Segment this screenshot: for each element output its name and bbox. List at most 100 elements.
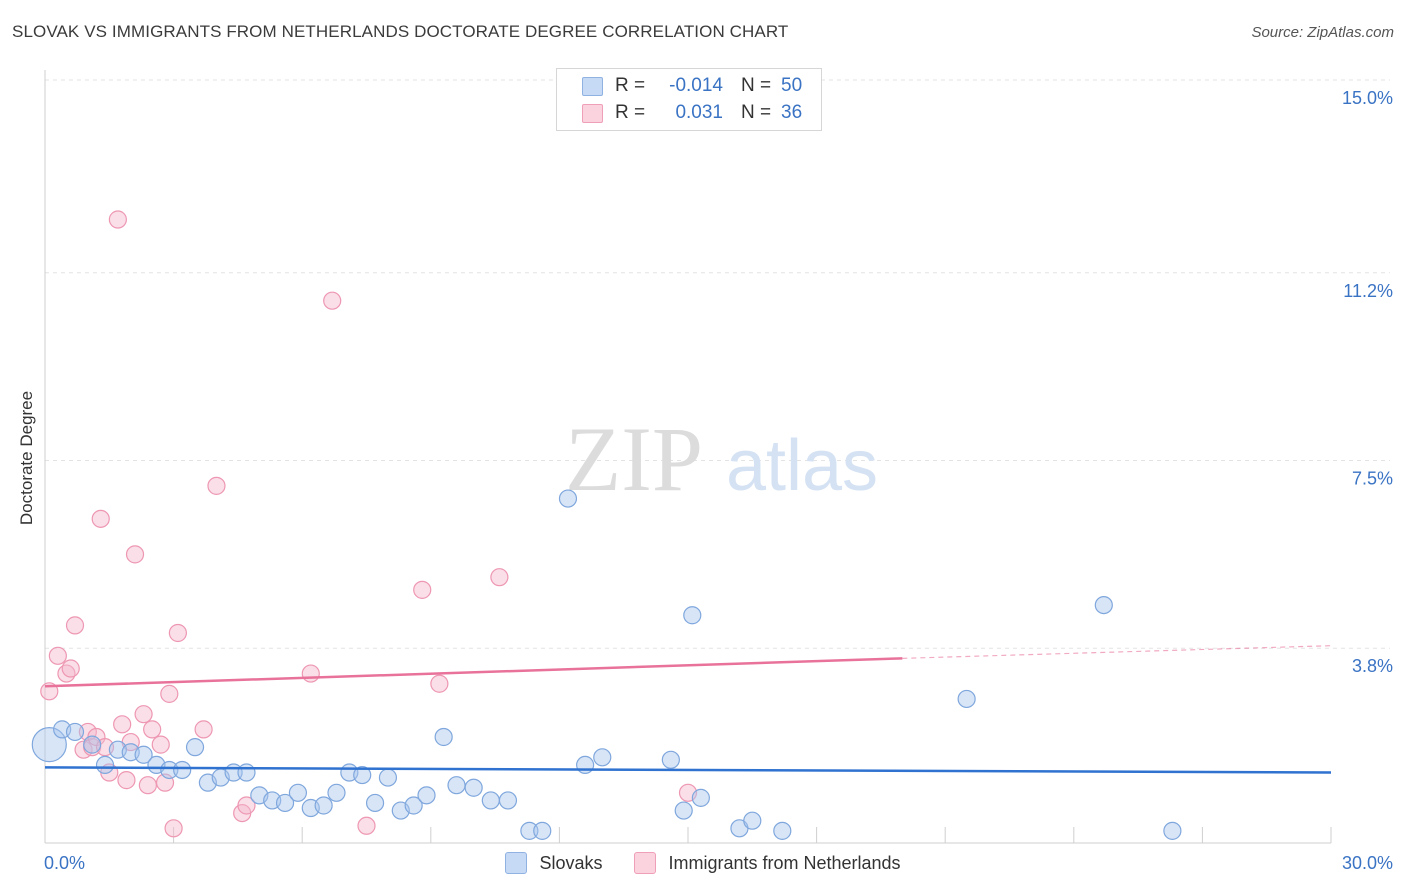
netherlands-trend-line (44, 657, 903, 688)
slovak-point (237, 763, 256, 782)
slovak-point (173, 760, 192, 780)
slovak-point (378, 768, 398, 787)
legend-r-value: 0.031 (675, 102, 723, 123)
legend-swatch-blue (505, 852, 528, 874)
legend-label-netherlands: Immigrants from Netherlands (668, 852, 901, 873)
netherlands-point (164, 819, 183, 838)
y-tick-label: 7.5% (1352, 469, 1393, 489)
netherlands-point (113, 715, 132, 734)
y-tick-label: 11.2% (1343, 281, 1393, 301)
slovak-point (327, 783, 346, 802)
netherlands-point (357, 816, 376, 835)
netherlands-point (48, 646, 67, 665)
slovak-point (661, 750, 680, 769)
watermark-zip: ZIP (565, 408, 703, 510)
netherlands-point (168, 623, 187, 643)
netherlands-point (125, 545, 145, 564)
slovak-point (417, 786, 436, 805)
slovak-point (434, 727, 453, 747)
slovak-point (134, 745, 153, 764)
slovak-point (95, 755, 115, 775)
series-slovaks-points (31, 489, 1182, 840)
series-legend: Slovaks Immigrants from Netherlands (0, 852, 1406, 874)
chart-title: SLOVAK VS IMMIGRANTS FROM NETHERLANDS DO… (12, 22, 789, 41)
slovak-point (275, 793, 295, 813)
slovak-point (288, 783, 308, 802)
y-tick-label: 3.8% (1352, 656, 1393, 676)
legend-row-slovaks: R = -0.014 N = 50 (582, 73, 802, 99)
netherlands-trend-extension (902, 645, 1332, 659)
slovak-point (593, 748, 612, 767)
legend-swatch-blue (582, 76, 603, 96)
netherlands-point (151, 735, 170, 754)
netherlands-point (61, 659, 80, 678)
tick-labels: 3.8% 7.5% 11.2% 15.0% 0.0% 30.0% (44, 88, 1393, 873)
legend-r-value: -0.014 (669, 75, 723, 96)
netherlands-point (91, 509, 110, 528)
slovak-point (185, 738, 205, 757)
legend-label-slovaks: Slovaks (539, 852, 603, 873)
legend-item-netherlands: Immigrants from Netherlands (634, 852, 901, 874)
netherlands-point (207, 476, 226, 495)
netherlands-point (65, 616, 85, 635)
slovak-point (498, 791, 518, 810)
slovak-point (1163, 821, 1182, 840)
slovak-point (160, 760, 179, 780)
legend-n-value: 50 (781, 75, 803, 96)
trend-lines (44, 645, 1332, 774)
slovak-point (1094, 595, 1113, 615)
watermark-atlas: atlas (726, 426, 878, 506)
slovak-point (957, 689, 976, 709)
slovak-point (365, 793, 385, 813)
gridlines (45, 79, 1390, 649)
netherlands-point (108, 210, 127, 229)
netherlands-point (117, 771, 136, 790)
legend-item-slovaks: Slovaks (505, 852, 602, 874)
netherlands-point (160, 684, 179, 703)
slovak-point (743, 811, 762, 830)
slovak-point (520, 821, 539, 840)
netherlands-point (143, 720, 162, 739)
slovak-point (353, 765, 372, 785)
slovak-point (447, 776, 466, 795)
netherlands-point (413, 580, 432, 599)
slovak-point (404, 796, 423, 815)
x-tick-label: 0.0% (44, 853, 85, 873)
y-tick-label: 15.0% (1342, 88, 1393, 108)
slovak-point (674, 801, 693, 820)
watermark: ZIP atlas (565, 408, 878, 510)
legend-n-value: 36 (781, 102, 803, 123)
slovaks-trend-line (44, 766, 1332, 774)
correlation-legend: R = -0.014 N = 50 R = 0.031 N = 36 (556, 68, 822, 131)
netherlands-point (138, 776, 157, 795)
legend-r-label: R = (615, 75, 646, 96)
slovak-point (314, 796, 333, 815)
slovak-point (464, 778, 483, 797)
netherlands-point (134, 705, 153, 724)
slovak-point (558, 489, 578, 508)
slovak-point (533, 821, 552, 840)
slovak-point (683, 606, 702, 625)
slovak-point (773, 821, 792, 840)
legend-swatch-pink (634, 852, 657, 874)
slovak-point (65, 722, 85, 742)
source-label: Source: ZipAtlas.com (1251, 24, 1394, 41)
netherlands-point (301, 664, 320, 683)
netherlands-point (323, 291, 342, 310)
legend-n-label: N = (741, 102, 772, 123)
legend-swatch-pink (582, 103, 603, 123)
netherlands-point (237, 796, 256, 815)
legend-row-netherlands: R = 0.031 N = 36 (582, 100, 802, 126)
netherlands-point (194, 720, 213, 739)
slovak-point (83, 735, 102, 754)
slovak-point (481, 791, 500, 810)
series-netherlands-points (40, 210, 698, 838)
netherlands-point (430, 674, 449, 693)
axes (44, 70, 1332, 844)
x-tick-label: 30.0% (1342, 853, 1393, 873)
slovak-point (691, 788, 710, 807)
legend-r-label: R = (615, 102, 646, 123)
netherlands-point (490, 568, 509, 587)
slovak-point (576, 755, 595, 775)
